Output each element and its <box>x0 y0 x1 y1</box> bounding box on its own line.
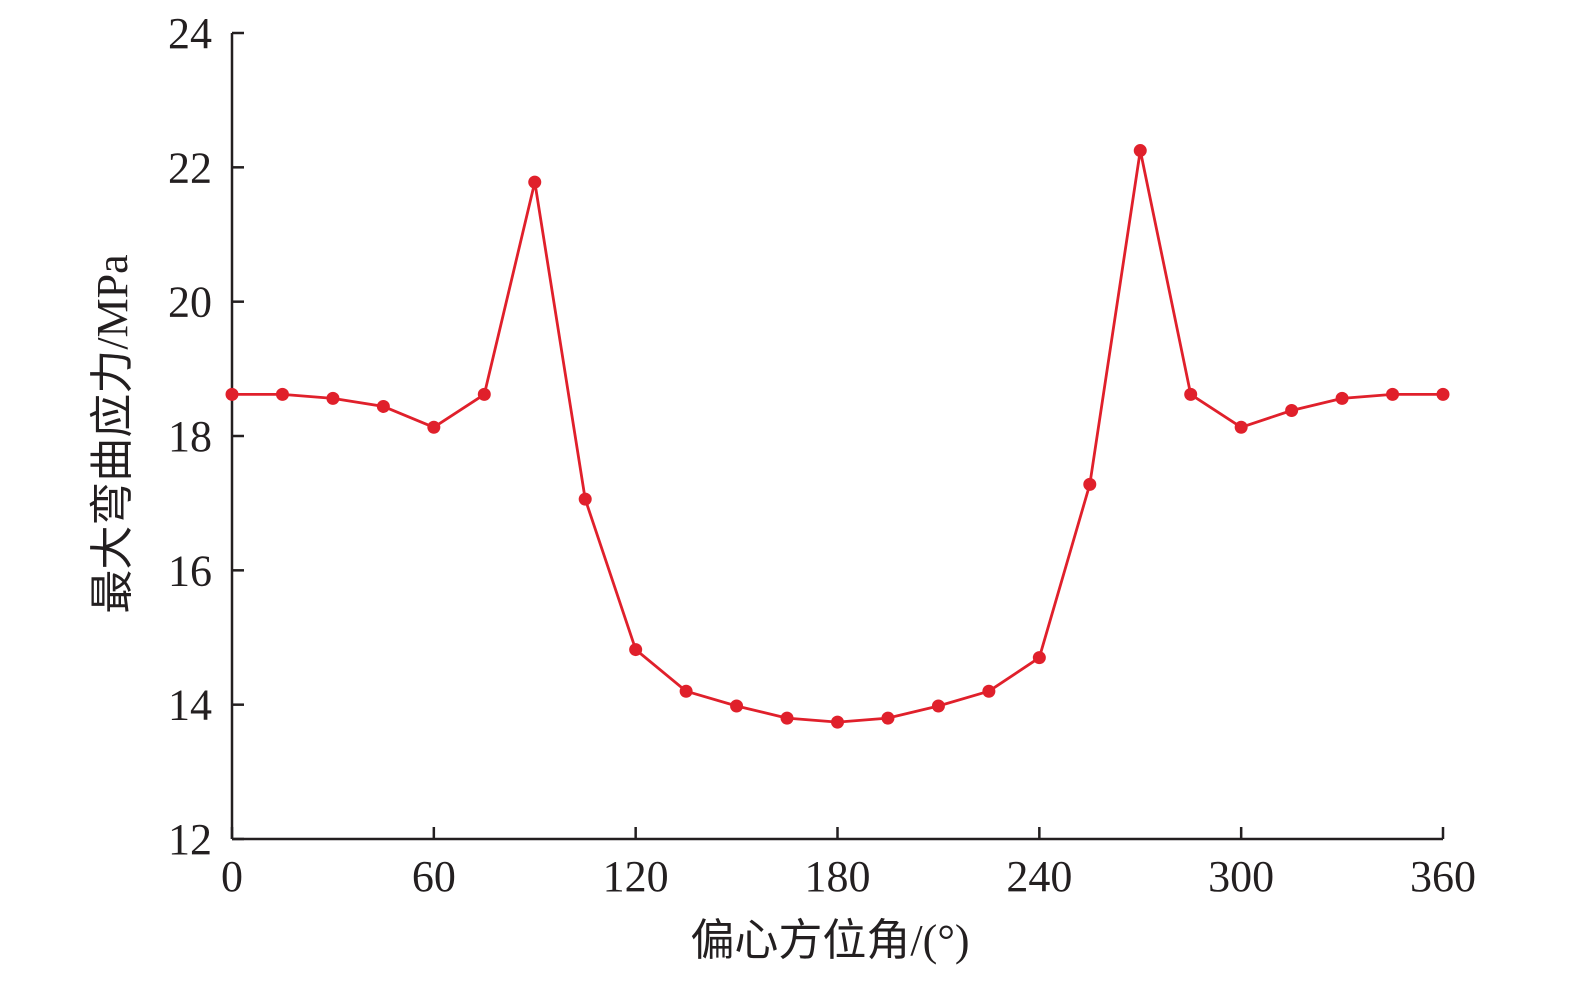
y-axis-title: 最大弯曲应力/MPa <box>88 254 137 613</box>
y-tick-label: 16 <box>168 546 212 595</box>
x-tick-label: 300 <box>1208 852 1274 901</box>
data-point <box>1285 403 1299 417</box>
data-point <box>629 643 643 657</box>
y-tick-label: 18 <box>168 412 212 461</box>
data-point <box>679 684 693 698</box>
data-point <box>1386 387 1400 401</box>
x-tick-label: 360 <box>1410 852 1476 901</box>
data-point <box>831 715 844 729</box>
data-point <box>730 699 744 713</box>
y-tick-label: 12 <box>168 815 212 864</box>
data-point <box>982 684 996 698</box>
y-tick-label: 14 <box>168 681 212 730</box>
x-tick-label: 240 <box>1006 852 1072 901</box>
data-series <box>225 144 1450 729</box>
data-point <box>780 711 794 725</box>
series-line <box>232 149 1443 724</box>
data-point <box>376 399 390 413</box>
data-point <box>1234 420 1248 434</box>
data-point <box>881 711 895 725</box>
y-tick-label: 22 <box>168 143 212 192</box>
x-tick-label: 180 <box>805 852 871 901</box>
x-tick-label: 120 <box>603 852 669 901</box>
y-tick-label: 24 <box>168 9 212 58</box>
data-point <box>1032 651 1046 665</box>
data-point <box>931 699 945 713</box>
data-point <box>578 492 592 506</box>
data-point <box>225 387 239 401</box>
y-tick-label: 20 <box>168 278 212 327</box>
data-point <box>1133 144 1147 158</box>
x-tick-label: 60 <box>412 852 456 901</box>
data-point <box>427 420 441 434</box>
data-point <box>275 387 289 401</box>
data-point <box>528 175 542 189</box>
data-point <box>326 391 340 405</box>
x-axis-title: 偏心方位角/(°) <box>690 916 969 965</box>
x-tick-label: 0 <box>221 852 243 901</box>
data-point <box>1083 477 1097 491</box>
data-point <box>1335 391 1349 405</box>
data-point <box>1184 387 1198 401</box>
data-point <box>1436 387 1450 401</box>
data-point <box>477 387 491 401</box>
